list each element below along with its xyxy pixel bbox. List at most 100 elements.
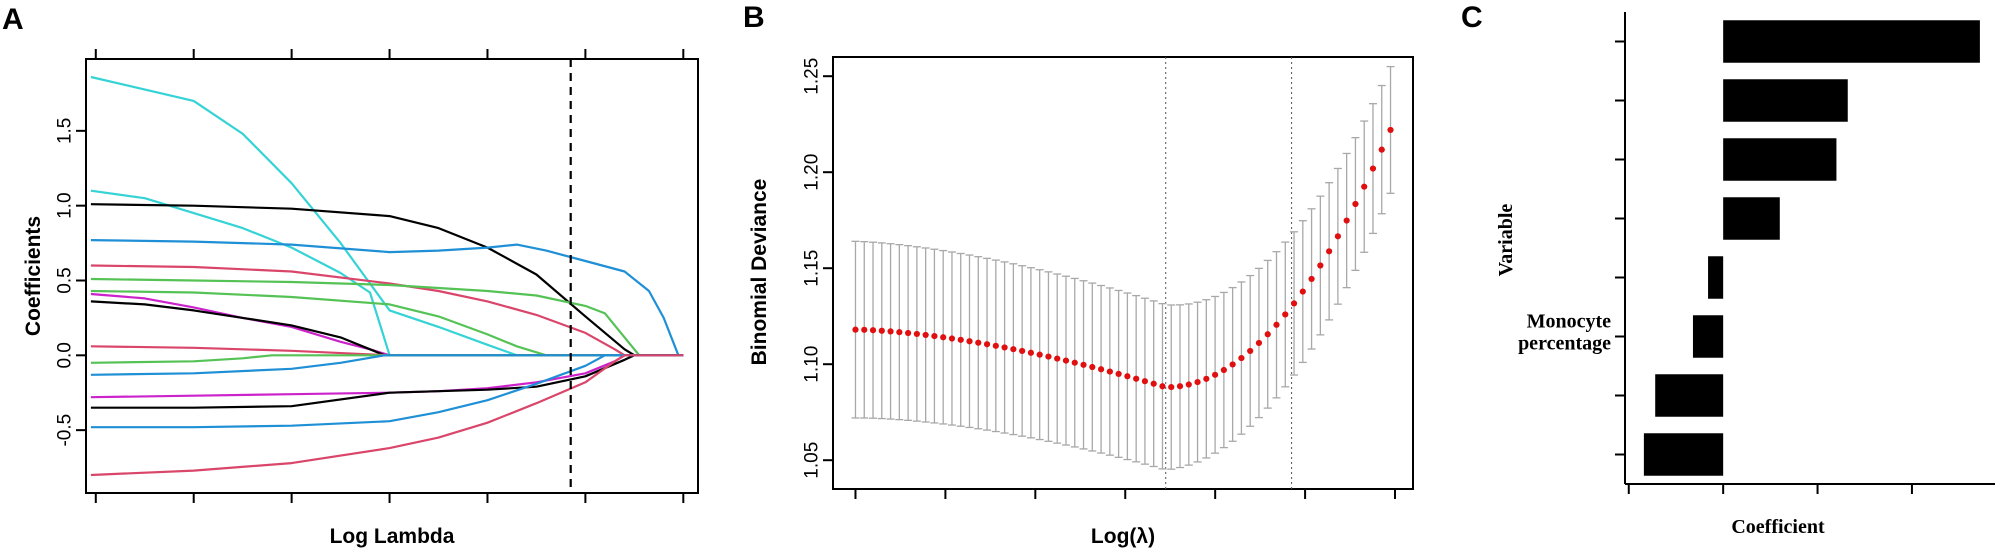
panel-a-y-tick-label: -0.5 bbox=[55, 414, 76, 447]
panel-b-point bbox=[1027, 349, 1035, 356]
panel-b-y-tick-label: 1.25 bbox=[802, 58, 823, 95]
panel-a-y-tick-label: 0.0 bbox=[55, 342, 76, 368]
panel-b-point bbox=[1211, 371, 1219, 378]
panel-b-point bbox=[1290, 300, 1298, 307]
panel-b-point bbox=[1387, 126, 1394, 134]
panel-c-bar bbox=[1655, 374, 1724, 417]
panel-b-y-tick-label: 1.05 bbox=[802, 442, 823, 479]
panel-a-series-line bbox=[90, 354, 684, 477]
panel-a-series-line bbox=[90, 277, 684, 357]
panel-a-series-line bbox=[90, 300, 684, 357]
panel-b-point bbox=[1001, 344, 1008, 351]
panel-a-lasso-path: Log Lambda Coefficients -0.5 0.0 0.5 1.0 1.5 bbox=[22, 49, 699, 548]
panel-b-point bbox=[1238, 354, 1245, 362]
panel-b-point bbox=[1273, 321, 1280, 328]
panel-b-point bbox=[1054, 355, 1061, 362]
panel-b-point bbox=[878, 327, 885, 334]
panel-a-series-line bbox=[90, 239, 684, 357]
panel-c-coefficient-bars: Coefficient Variable Monocyte percentage bbox=[1495, 12, 1995, 538]
panel-b-point bbox=[1185, 381, 1192, 388]
panel-b-axes: 1.05 1.10 1.15 1.20 1.25 bbox=[802, 58, 1397, 499]
panel-c-bar bbox=[1643, 433, 1724, 476]
panel-label-a: A bbox=[2, 3, 24, 36]
panel-b-point bbox=[966, 338, 973, 345]
panel-b-point bbox=[948, 335, 956, 342]
panel-b-point bbox=[1361, 183, 1368, 190]
panel-a-series-line bbox=[90, 264, 684, 357]
panel-b-point bbox=[1229, 361, 1236, 368]
panel-b-point bbox=[887, 328, 894, 335]
panel-b-point bbox=[1378, 146, 1385, 153]
panel-c-category-label: Monocyte percentage bbox=[1518, 311, 1611, 355]
panel-b-point bbox=[1115, 370, 1122, 377]
panel-a-y-tick-label: 0.5 bbox=[55, 267, 76, 293]
panel-b-point bbox=[852, 326, 859, 333]
panel-b-point bbox=[896, 329, 903, 336]
panel-c-bar bbox=[1723, 197, 1780, 240]
panel-b-point bbox=[913, 330, 920, 338]
panel-b-point bbox=[1194, 378, 1201, 386]
panel-b-point bbox=[1159, 383, 1166, 390]
panel-c-x-axis-title: Coefficient bbox=[1731, 516, 1825, 538]
panel-b-y-tick-label: 1.20 bbox=[802, 154, 823, 191]
panel-label-b: B bbox=[743, 1, 765, 34]
panel-b-point bbox=[1343, 217, 1350, 224]
panel-a-series-line bbox=[90, 75, 684, 357]
panel-a-y-tick-label: 1.5 bbox=[55, 118, 76, 144]
panel-a-x-axis-title: Log Lambda bbox=[330, 525, 455, 548]
panel-b-point bbox=[1334, 233, 1341, 240]
panel-b-point bbox=[922, 331, 929, 339]
panel-b-point bbox=[1317, 262, 1324, 269]
panel-c-bar bbox=[1692, 315, 1724, 358]
panel-b-y-axis-title: Binomial Deviance bbox=[748, 179, 771, 366]
panel-b-point bbox=[957, 336, 964, 343]
panel-b-point bbox=[1036, 351, 1043, 358]
panel-a-series-line bbox=[90, 189, 684, 357]
panel-b-plot-frame bbox=[832, 56, 1414, 490]
panel-b-point bbox=[1150, 380, 1157, 387]
panel-b-point bbox=[1247, 347, 1254, 355]
panel-b-point bbox=[992, 342, 999, 349]
panel-a-y-axis-title: Coefficients bbox=[22, 216, 45, 336]
panel-a-series-line bbox=[90, 292, 684, 357]
panel-b-point bbox=[983, 341, 991, 348]
panel-b-y-tick-label: 1.15 bbox=[802, 250, 823, 287]
panel-a-series-line bbox=[90, 354, 684, 376]
panel-b-x-axis-title: Log(λ) bbox=[1091, 525, 1155, 548]
panel-b-point bbox=[905, 329, 912, 337]
panel-a-plot-frame bbox=[85, 58, 699, 494]
panel-c-category-label-line: percentage bbox=[1518, 333, 1611, 355]
panel-b-point bbox=[1141, 378, 1149, 385]
panel-b-point bbox=[1203, 375, 1210, 382]
panel-b-point bbox=[869, 327, 877, 334]
panel-b-point bbox=[1308, 275, 1315, 283]
panel-c-series-group: Monocyte percentage bbox=[1518, 20, 1980, 494]
panel-a-y-tick-label: 1.0 bbox=[55, 192, 76, 218]
panel-b-point bbox=[1133, 375, 1140, 382]
panel-b-y-tick-label: 1.10 bbox=[802, 346, 823, 383]
panel-b-point bbox=[1062, 357, 1070, 364]
panel-c-bar bbox=[1723, 79, 1848, 122]
panel-a-series-line bbox=[90, 354, 684, 429]
panel-c-category-label-line: Monocyte bbox=[1527, 311, 1612, 333]
panel-b-cv-deviance: Log(λ) Binomial Deviance 1.05 1.10 1.15 1.2… bbox=[748, 56, 1414, 548]
panel-b-series-group bbox=[851, 57, 1395, 489]
panel-c-y-axis-title: Variable bbox=[1495, 204, 1517, 277]
panel-a-series-line bbox=[90, 354, 684, 409]
panel-a-series-group bbox=[90, 59, 684, 493]
panel-b-point bbox=[1080, 361, 1087, 368]
panel-b-point bbox=[1176, 383, 1184, 390]
panel-b-point bbox=[1097, 366, 1105, 373]
panel-b-point bbox=[1220, 366, 1227, 374]
panel-b-point bbox=[861, 326, 868, 333]
panel-b-point bbox=[1071, 359, 1078, 366]
panel-b-point bbox=[1106, 368, 1113, 375]
panel-b-point bbox=[1326, 248, 1333, 255]
panel-b-point bbox=[940, 334, 947, 341]
panel-b-point bbox=[1255, 339, 1263, 347]
panel-b-point bbox=[1264, 331, 1271, 338]
panel-b-point bbox=[1010, 346, 1017, 353]
panel-b-point bbox=[1299, 288, 1306, 295]
panel-c-bar bbox=[1708, 256, 1724, 299]
